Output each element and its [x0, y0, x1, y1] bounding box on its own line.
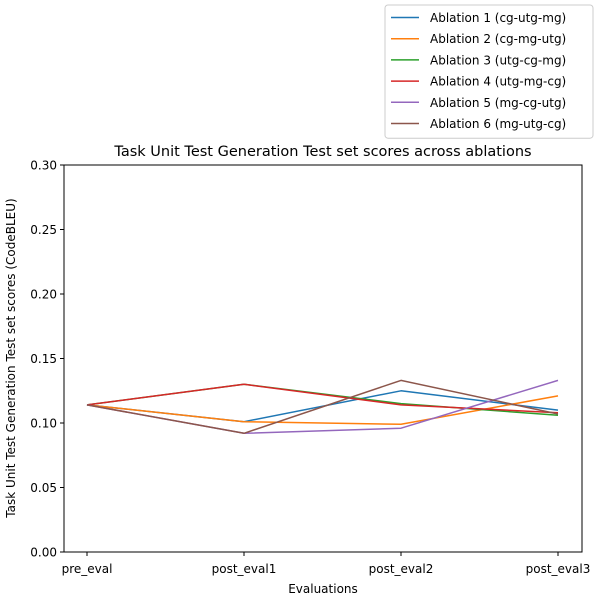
chart-title: Task Unit Test Generation Test set score… — [113, 144, 531, 160]
legend-label: Ablation 6 (mg-utg-cg) — [430, 117, 566, 131]
x-axis-label: Evaluations — [288, 582, 358, 596]
legend-label: Ablation 2 (cg-mg-utg) — [430, 32, 566, 46]
legend-label: Ablation 5 (mg-cg-utg) — [430, 96, 566, 110]
y-tick-label: 0.10 — [30, 417, 57, 431]
y-axis-label: Task Unit Test Generation Test set score… — [4, 198, 18, 518]
plot-area-frame — [63, 164, 583, 553]
y-tick-label: 0.00 — [30, 546, 57, 560]
x-tick-label: post_eval1 — [212, 562, 277, 576]
y-tick-label: 0.25 — [30, 223, 57, 237]
legend-label: Ablation 4 (utg-mg-cg) — [430, 75, 566, 89]
x-tick-label: post_eval2 — [369, 562, 434, 576]
y-tick-label: 0.30 — [30, 159, 57, 173]
series-line-ablation-6 — [86, 379, 559, 435]
legend-label: Ablation 1 (cg-utg-mg) — [430, 11, 566, 25]
y-tick-label: 0.05 — [30, 481, 57, 495]
y-axis: 0.00 0.05 0.10 0.15 0.20 0.25 0.30 — [30, 159, 64, 560]
series-line-ablation-4 — [86, 383, 559, 414]
y-tick-label: 0.15 — [30, 352, 57, 366]
series-line-ablation-3 — [86, 383, 559, 417]
y-tick-label: 0.20 — [30, 288, 57, 302]
legend-label: Ablation 3 (utg-cg-mg) — [430, 53, 566, 67]
x-axis: pre_eval post_eval1 post_eval2 post_eval3 — [62, 552, 591, 576]
series-lines — [86, 379, 559, 435]
legend-box — [384, 4, 594, 139]
x-tick-label: post_eval3 — [526, 562, 591, 576]
x-tick-label: pre_eval — [62, 562, 113, 576]
legend: Ablation 1 (cg-utg-mg) Ablation 2 (cg-mg-… — [384, 4, 594, 139]
